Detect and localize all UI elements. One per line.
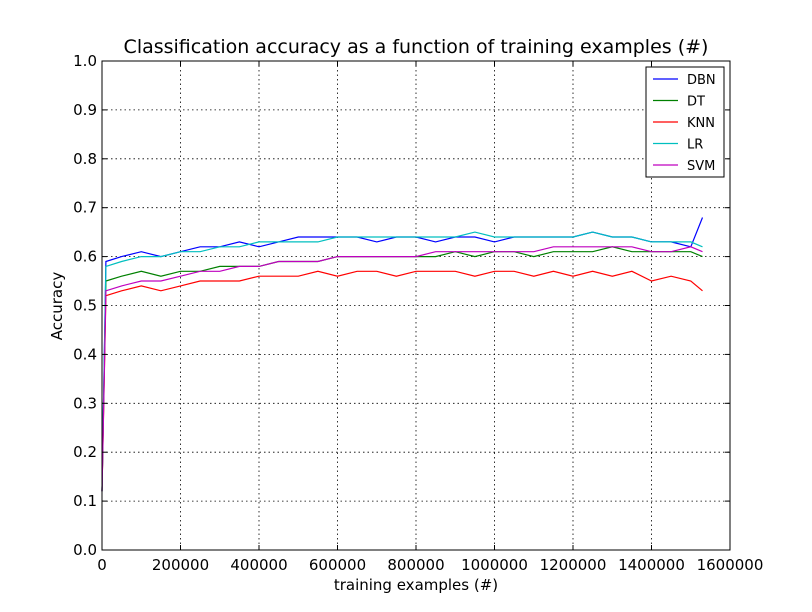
x-tick-label: 1400000 [618, 556, 685, 574]
y-tick-label: 1.0 [73, 52, 97, 70]
legend-label-dbn: DBN [687, 73, 716, 88]
y-tick-label: 0.3 [73, 394, 97, 412]
x-tick-label: 600000 [309, 556, 366, 574]
y-tick-label: 0.1 [73, 492, 97, 510]
y-tick-label: 0.7 [73, 199, 97, 217]
x-tick-label: 1600000 [697, 556, 764, 574]
y-tick-label: 0.9 [73, 101, 97, 119]
x-tick-label: 400000 [230, 556, 287, 574]
x-tick-label: 1200000 [540, 556, 607, 574]
axis-ticks: 0 200000 400000 600000 800000 1000000 1200000 1… [73, 52, 763, 574]
series-line-knn [101, 270, 703, 492]
grid [102, 61, 730, 550]
y-tick-label: 0.2 [73, 443, 97, 461]
legend-label-knn: KNN [687, 116, 715, 131]
legend-label-lr: LR [687, 138, 703, 153]
y-tick-label: 0.8 [73, 150, 97, 168]
legend: DBN DT KNN LR SVM [645, 66, 725, 178]
y-tick-label: 0.6 [73, 248, 97, 266]
series-line-lr [101, 231, 703, 492]
y-tick-label: 0.0 [73, 541, 97, 559]
y-axis-label: Accuracy [48, 272, 66, 341]
x-tick-label: 200000 [152, 556, 209, 574]
legend-label-dt: DT [687, 95, 705, 110]
y-tick-label: 0.5 [73, 297, 97, 315]
series-line-svm [101, 246, 703, 492]
x-tick-label: 1000000 [461, 556, 528, 574]
x-tick-label: 800000 [387, 556, 444, 574]
legend-label-svm: SVM [687, 159, 715, 174]
chart-title: Classification accuracy as a function of… [124, 36, 709, 58]
series-lines [101, 217, 704, 492]
y-tick-label: 0.4 [73, 345, 97, 363]
x-axis-label: training examples (#) [334, 576, 498, 594]
x-tick-label: 0 [97, 556, 107, 574]
